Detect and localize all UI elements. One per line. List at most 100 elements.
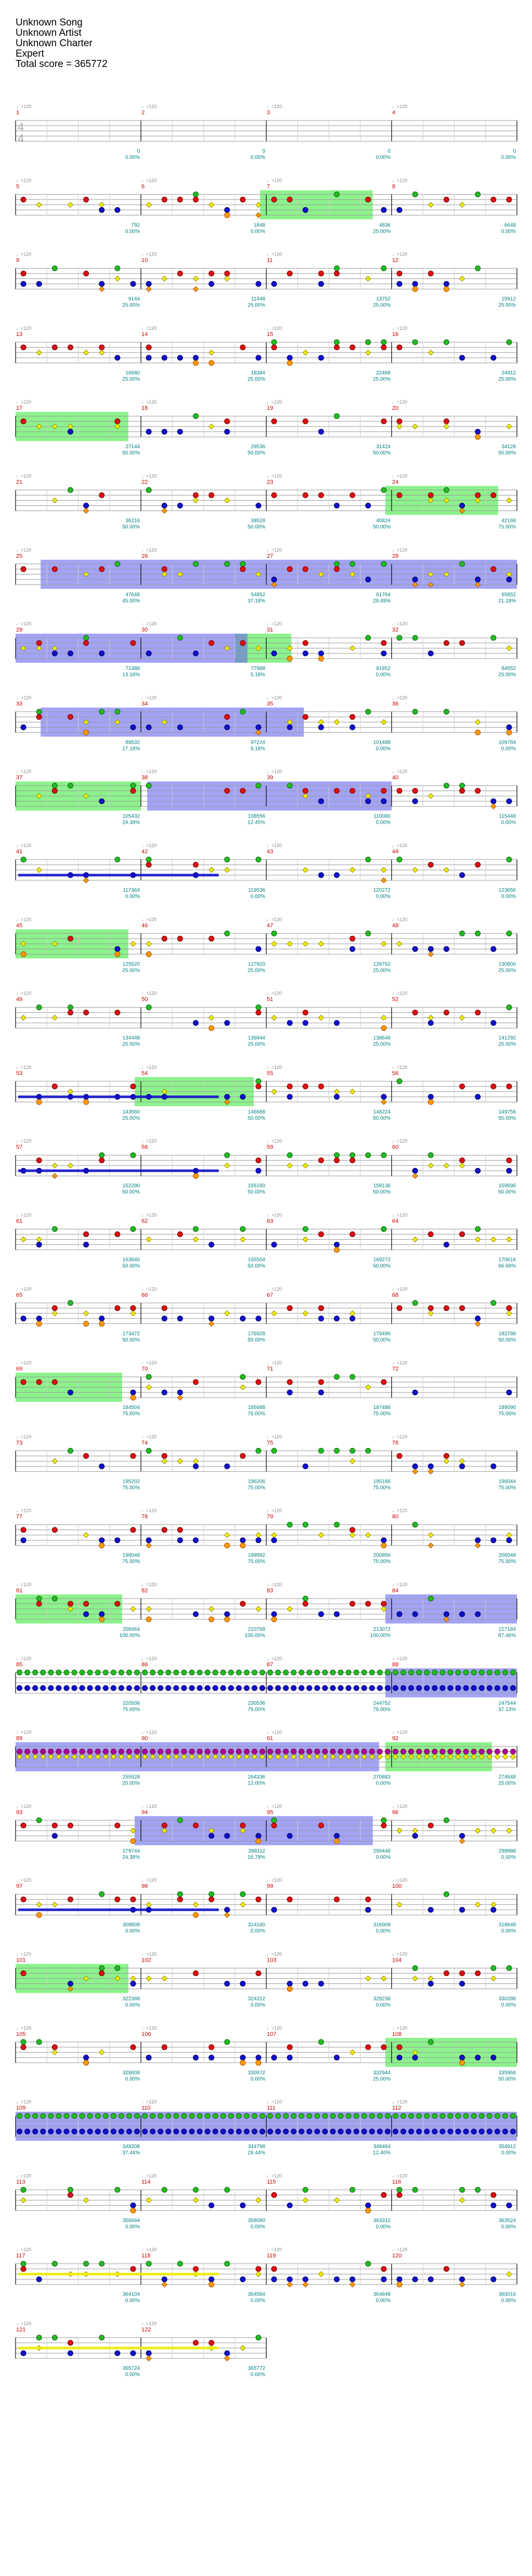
measure-number: 110 [141, 2105, 151, 2111]
note-red [400, 1749, 406, 1755]
measure-number: 29 [16, 627, 22, 633]
measure-score: 146688 [248, 1109, 265, 1115]
note-yellow [212, 1753, 219, 1760]
note-blue [220, 1685, 227, 1691]
note-yellow [130, 1828, 136, 1834]
note-green [251, 2113, 258, 2119]
note-green [236, 2113, 242, 2119]
note-blue [428, 2276, 434, 2283]
note-red [193, 1970, 199, 1976]
note-red [287, 1896, 293, 1902]
note-blue [412, 1168, 418, 1174]
note-orange [240, 2060, 246, 2066]
note-blue [490, 946, 497, 952]
note-blue [208, 1316, 215, 1322]
note-red [48, 1749, 54, 1755]
measure-percent: 50.00% [248, 525, 265, 530]
measure-percent: 12.00% [248, 1781, 265, 1787]
note-red [240, 1601, 246, 1607]
measure-percent: 13.18% [122, 672, 140, 678]
note-blue [36, 2276, 42, 2283]
measure-number: 112 [392, 2105, 402, 2111]
note-red [506, 1157, 512, 1163]
note-red [79, 1749, 85, 1755]
measure-percent: 75.00% [248, 1707, 265, 1712]
note-yellow [369, 1753, 375, 1760]
note-green [40, 1669, 46, 1675]
tempo-marker: ♩=120 [267, 399, 282, 405]
measure-number: 116 [392, 2179, 402, 2185]
note-blue [471, 2128, 477, 2135]
note-green [165, 2113, 171, 2119]
note-red [463, 1749, 469, 1755]
note-green [99, 2261, 105, 2267]
note-green [506, 339, 512, 345]
note-red [87, 1749, 93, 1755]
note-orange [208, 360, 215, 366]
note-green [334, 1522, 340, 1528]
measure-percent: 50.00% [248, 450, 265, 456]
note-blue [475, 1094, 481, 1100]
song-title: Unknown Song [16, 17, 83, 28]
note-blue [392, 2128, 398, 2135]
note-blue [32, 2128, 38, 2135]
note-green [443, 1891, 449, 1897]
measure-number: 88 [392, 1661, 398, 1668]
measure-percent: 0.00% [501, 1928, 516, 1934]
note-green [145, 487, 152, 493]
note-blue [240, 1094, 246, 1100]
note-orange [365, 2207, 371, 2213]
note-yellow [83, 571, 89, 578]
note-blue [443, 1242, 449, 1247]
tempo-marker: ♩=120 [267, 1656, 282, 1661]
note-blue [475, 1537, 481, 1544]
note-yellow [490, 1828, 497, 1834]
measure-score: 198048 [123, 1553, 140, 1559]
measure-number: 18 [141, 405, 148, 411]
note-blue [334, 2276, 340, 2283]
note-blue [63, 1685, 70, 1691]
note-green [212, 2113, 218, 2119]
measure-number: 33 [16, 701, 22, 707]
tempo-marker: ♩=120 [16, 1286, 31, 1292]
note-blue [334, 2055, 340, 2061]
measure-row-45 [15, 929, 517, 959]
note-green [204, 1669, 210, 1675]
tempo-marker: ♩=120 [267, 1138, 282, 1144]
note-blue [224, 1981, 230, 1987]
note-orange [428, 1099, 434, 1105]
note-red [208, 2044, 215, 2050]
note-red [255, 1379, 261, 1385]
note-red [302, 714, 309, 720]
note-green [102, 1669, 109, 1675]
measure-percent: 0.00% [376, 2003, 390, 2008]
tempo-marker: ♩=120 [16, 252, 31, 257]
measure-percent: 75.00% [248, 1411, 265, 1417]
measure-number: 28 [392, 553, 398, 559]
measure-score: 255528 [123, 1775, 140, 1780]
note-green [20, 2261, 26, 2267]
measure-number: 55 [267, 1070, 273, 1077]
measure-percent: 25.00% [373, 1042, 391, 1048]
note-green [17, 2113, 23, 2119]
note-blue [349, 1316, 355, 1322]
tempo-marker: ♩=120 [267, 1804, 282, 1809]
note-orange [428, 951, 434, 958]
measure-row-109 [15, 2112, 517, 2141]
note-green [416, 1669, 422, 1675]
note-blue [361, 2128, 367, 2135]
note-green [142, 1669, 148, 1675]
measure-percent: 87.46% [498, 1633, 516, 1639]
note-red [494, 1749, 500, 1755]
measure-percent: 0.00% [501, 746, 516, 752]
measure-number: 30 [141, 627, 148, 633]
note-blue [114, 207, 121, 213]
note-blue [384, 1685, 391, 1691]
note-green [447, 1669, 454, 1675]
note-red [428, 1305, 434, 1311]
note-yellow [224, 645, 230, 651]
tempo-marker: ♩=120 [392, 1730, 407, 1735]
note-red [396, 1453, 403, 1459]
note-green [365, 2261, 371, 2267]
note-red [334, 344, 340, 351]
